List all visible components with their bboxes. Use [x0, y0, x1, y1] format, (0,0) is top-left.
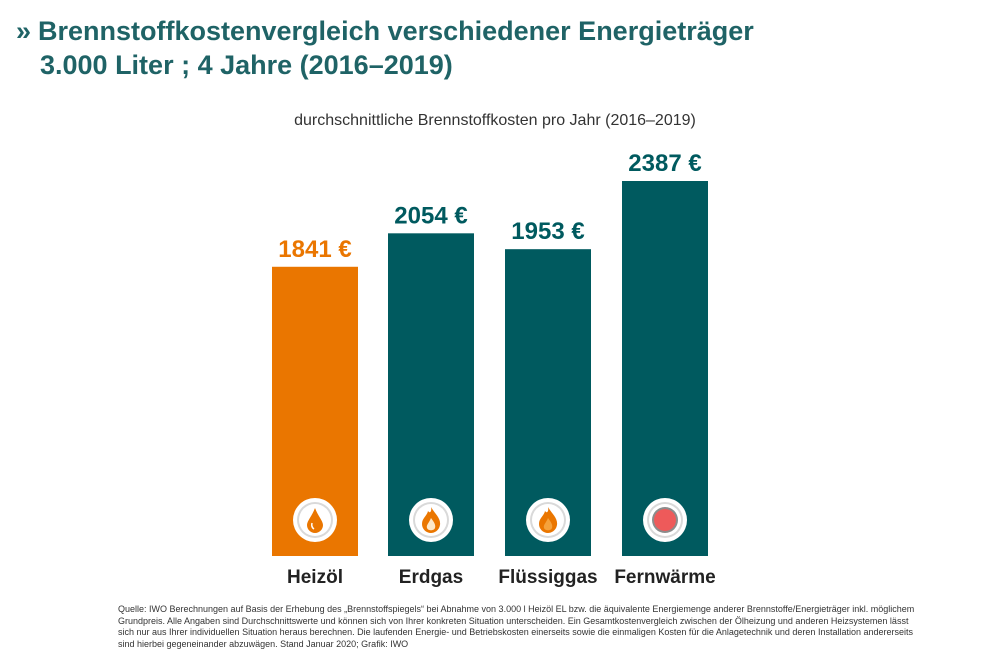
category-label: Fernwärme: [614, 567, 715, 588]
data-label: 2054 €: [394, 202, 467, 229]
drop-highlight: [311, 522, 315, 530]
category-label: Flüssiggas: [498, 567, 597, 588]
district-heat-icon: [654, 509, 676, 531]
bar: [622, 181, 708, 556]
oil-drop-icon: [307, 508, 323, 533]
flame-core: [543, 518, 553, 531]
source-note: Quelle: IWO Berechnungen auf Basis der E…: [118, 604, 915, 649]
bar-group: 2387 € Fernwärme: [614, 150, 715, 588]
category-label: Erdgas: [399, 567, 463, 588]
data-label: 1953 €: [511, 218, 584, 245]
bar-group: 1841 € Heizöl: [272, 236, 358, 588]
chevron-right-icon: »: [16, 16, 32, 46]
chart-subtitle: durchschnittliche Brennstoffkosten pro J…: [294, 112, 696, 129]
title-line-1: Brennstoffkostenvergleich verschiedener …: [38, 16, 754, 46]
chart-subtitle-line: 3.000 Liter ; 4 Jahre (2016–2019): [40, 50, 453, 80]
bar-group: 2054 € Erdgas: [388, 202, 474, 588]
flame-core: [426, 518, 436, 531]
data-label: 1841 €: [278, 236, 351, 263]
bar-group: 1953 € Flüssiggas: [498, 218, 597, 588]
category-label: Heizöl: [287, 567, 343, 588]
data-label: 2387 €: [628, 150, 701, 177]
chart-title: » Brennstoffkostenvergleich verschiedener…: [16, 14, 754, 48]
title-block: » Brennstoffkostenvergleich verschiedener…: [16, 14, 754, 82]
bar-chart: 1841 € Heizöl 2054 € Erdgas 1953 € Flüssiggas…: [272, 150, 716, 588]
